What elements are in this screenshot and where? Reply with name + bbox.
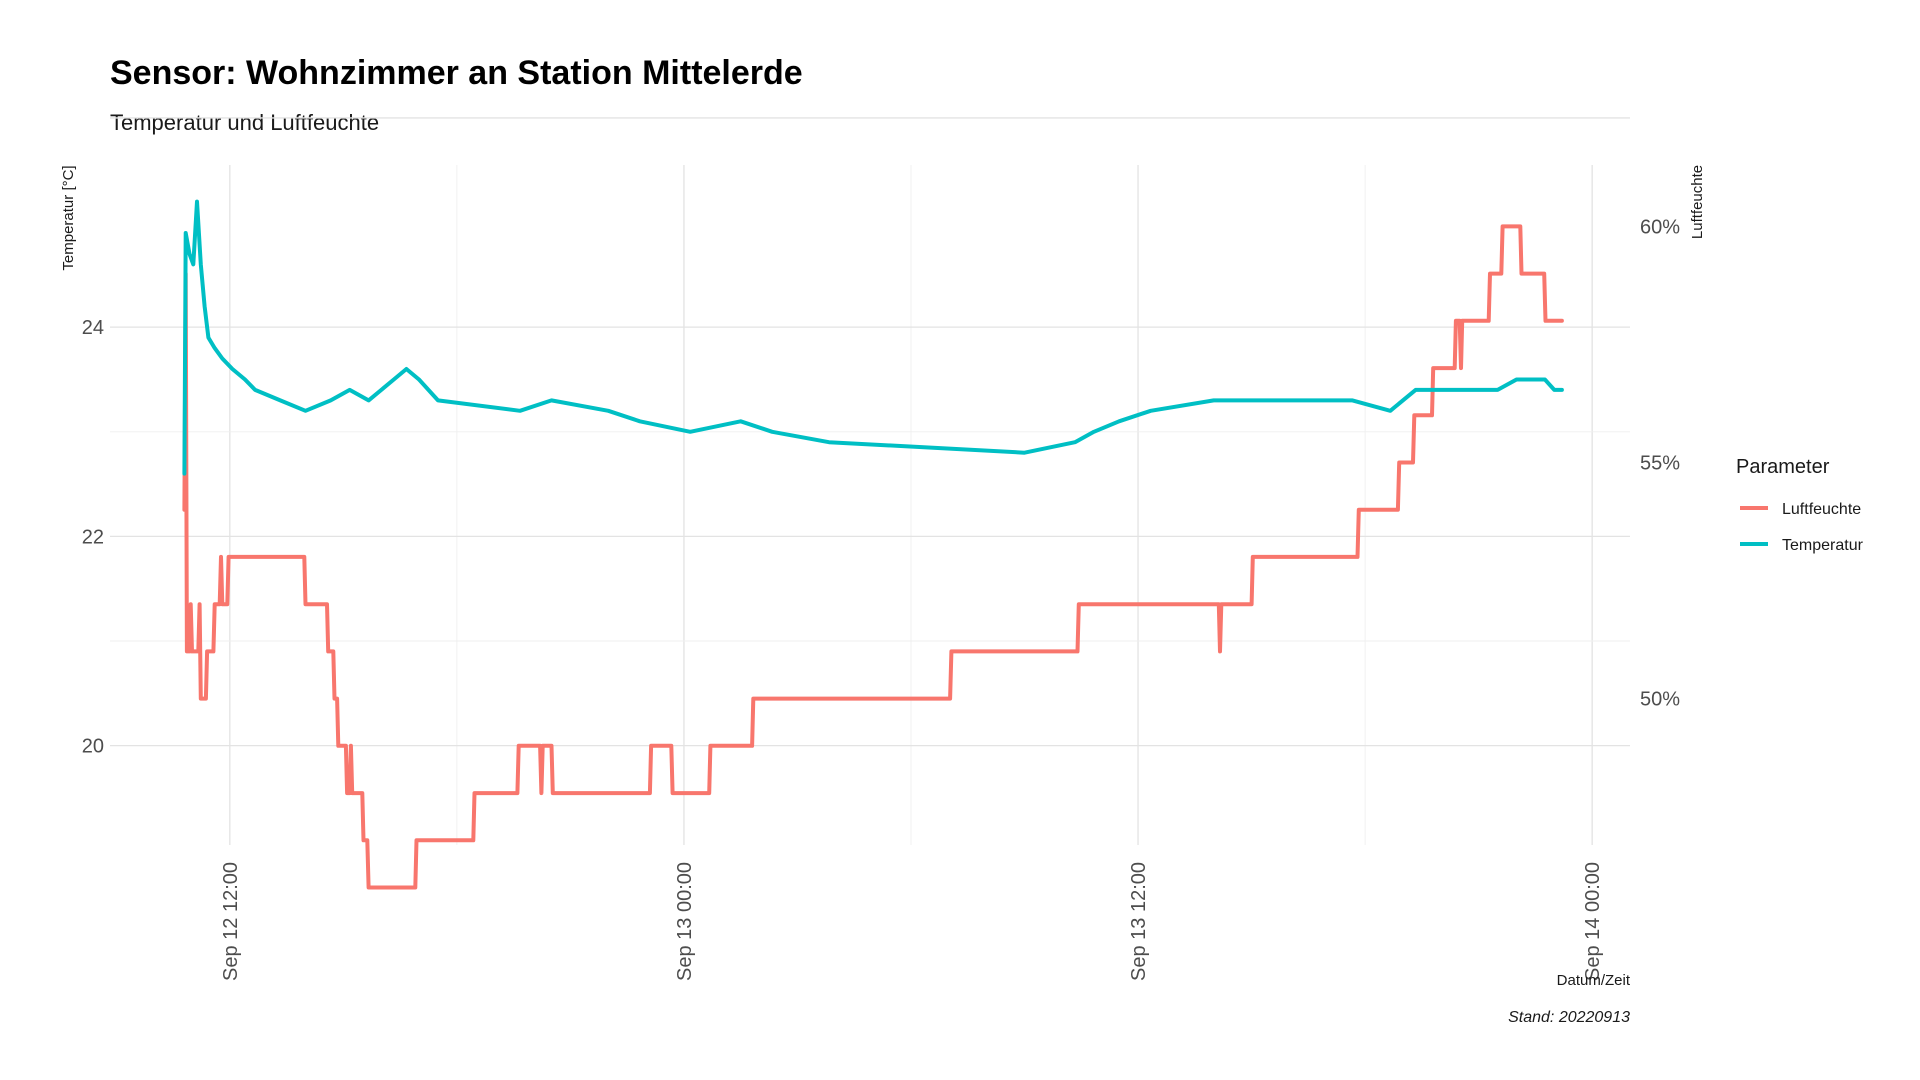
legend: Parameter Luftfeuchte Temperatur xyxy=(1736,456,1864,554)
x-tick-label: Sep 13 12:00 xyxy=(1128,862,1150,981)
series-line-luftfeuchte xyxy=(182,224,1564,890)
grid xyxy=(110,117,1630,845)
y2-tick-label: 55% xyxy=(1640,453,1680,475)
legend-label-luftfeuchte: Luftfeuchte xyxy=(1782,501,1861,518)
x-tick-label: Sep 14 00:00 xyxy=(1582,862,1604,981)
y2-tick-label: 60% xyxy=(1640,216,1680,238)
chart-subtitle: Temperatur und Luftfeuchte xyxy=(110,110,379,135)
series-lines xyxy=(182,199,1564,890)
y2-axis-ticks: 50% 55% 60% xyxy=(1640,216,1680,710)
x-tick-label: Sep 12 12:00 xyxy=(220,862,242,981)
chart-title: Sensor: Wohnzimmer an Station Mittelerde xyxy=(110,54,803,92)
y-tick-label: 22 xyxy=(82,526,104,548)
caption: Stand: 20220913 xyxy=(1508,1009,1630,1026)
y-tick-label: 20 xyxy=(82,736,104,758)
y-axis-ticks: 20 22 24 xyxy=(82,317,104,757)
series-line-temperatur xyxy=(182,199,1564,476)
x-axis-title: Datum/Zeit xyxy=(1557,972,1631,989)
y2-tick-label: 50% xyxy=(1640,689,1680,711)
y-axis-title: Temperatur [°C] xyxy=(60,165,77,270)
x-axis-ticks: Sep 12 12:00 Sep 13 00:00 Sep 13 12:00 Sep … xyxy=(220,862,1604,981)
legend-title: Parameter xyxy=(1736,456,1830,478)
x-tick-label: Sep 13 00:00 xyxy=(674,862,696,981)
y2-axis-title: Luftfeuchte xyxy=(1689,165,1706,239)
legend-label-temperatur: Temperatur xyxy=(1782,537,1864,554)
y-tick-label: 24 xyxy=(82,317,104,339)
